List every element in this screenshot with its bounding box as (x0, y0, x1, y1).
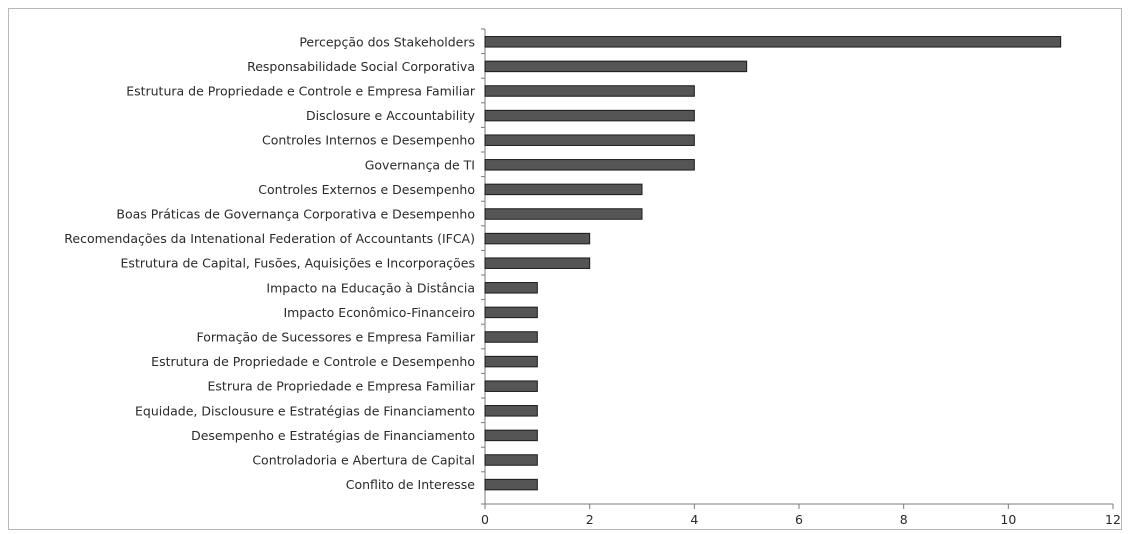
category-labels: Percepção dos Stakeholders Responsabilida… (64, 34, 476, 492)
category-label: Estrutura de Propriedade e Controle e Em… (126, 84, 476, 99)
category-label: Recomendações da Intenational Federation… (64, 231, 475, 246)
x-tick-label: 6 (795, 512, 803, 527)
x-tick-label: 8 (900, 512, 908, 527)
x-tick-label: 10 (1000, 512, 1016, 527)
x-tick-label: 2 (586, 512, 594, 527)
category-label: Conflito de Interesse (346, 477, 476, 492)
bar (484, 232, 591, 245)
bar (484, 109, 695, 122)
category-label: Impacto Econômico-Financeiro (283, 305, 475, 320)
bar (484, 405, 538, 417)
bar (484, 306, 538, 319)
axes (481, 28, 1114, 509)
bar (484, 331, 538, 343)
bar (484, 355, 538, 368)
x-tick-labels: 0 2 4 6 8 10 12 (481, 512, 1121, 527)
category-label: Boas Práticas de Governança Corporativa … (116, 207, 475, 222)
category-label: Impacto na Educação à Distância (266, 280, 475, 295)
bar (484, 478, 538, 491)
bar (484, 380, 538, 392)
category-label: Estrutura de Capital, Fusões, Aquisições… (121, 256, 475, 271)
category-label: Disclosure e Accountability (306, 108, 476, 123)
category-label: Equidade, Disclousure e Estratégias de F… (135, 403, 475, 418)
bar (484, 134, 695, 146)
chart-frame: Percepção dos Stakeholders Responsabilida… (8, 8, 1122, 530)
category-label: Desempenho e Estratégias de Financiament… (191, 428, 475, 443)
category-label: Governança de TI (365, 157, 475, 172)
bar (484, 257, 591, 269)
bars (484, 36, 1062, 491)
category-label: Responsabilidade Social Corporativa (247, 59, 475, 74)
category-label: Formação de Sucessores e Empresa Familia… (196, 330, 475, 345)
horizontal-bar-chart: Percepção dos Stakeholders Responsabilida… (64, 28, 1121, 527)
category-label: Controladoria e Abertura de Capital (252, 453, 475, 468)
x-tick-label: 0 (481, 512, 489, 527)
category-label: Estrutura de Propriedade e Controle e De… (151, 354, 475, 369)
category-label: Estrura de Propriedade e Empresa Familia… (208, 379, 476, 394)
bar (484, 36, 1062, 48)
bar (484, 159, 695, 171)
category-label: Controles Externos e Desempenho (258, 182, 475, 197)
x-tick-label: 4 (690, 512, 698, 527)
x-tick-label: 12 (1105, 512, 1121, 527)
bar (484, 429, 538, 442)
bar (484, 85, 695, 97)
category-label: Percepção dos Stakeholders (299, 34, 475, 49)
bar (484, 282, 538, 294)
category-label: Controles Internos e Desempenho (262, 133, 475, 148)
bar (484, 454, 538, 466)
bar (484, 208, 643, 220)
bar (484, 183, 643, 196)
bar (484, 60, 748, 73)
